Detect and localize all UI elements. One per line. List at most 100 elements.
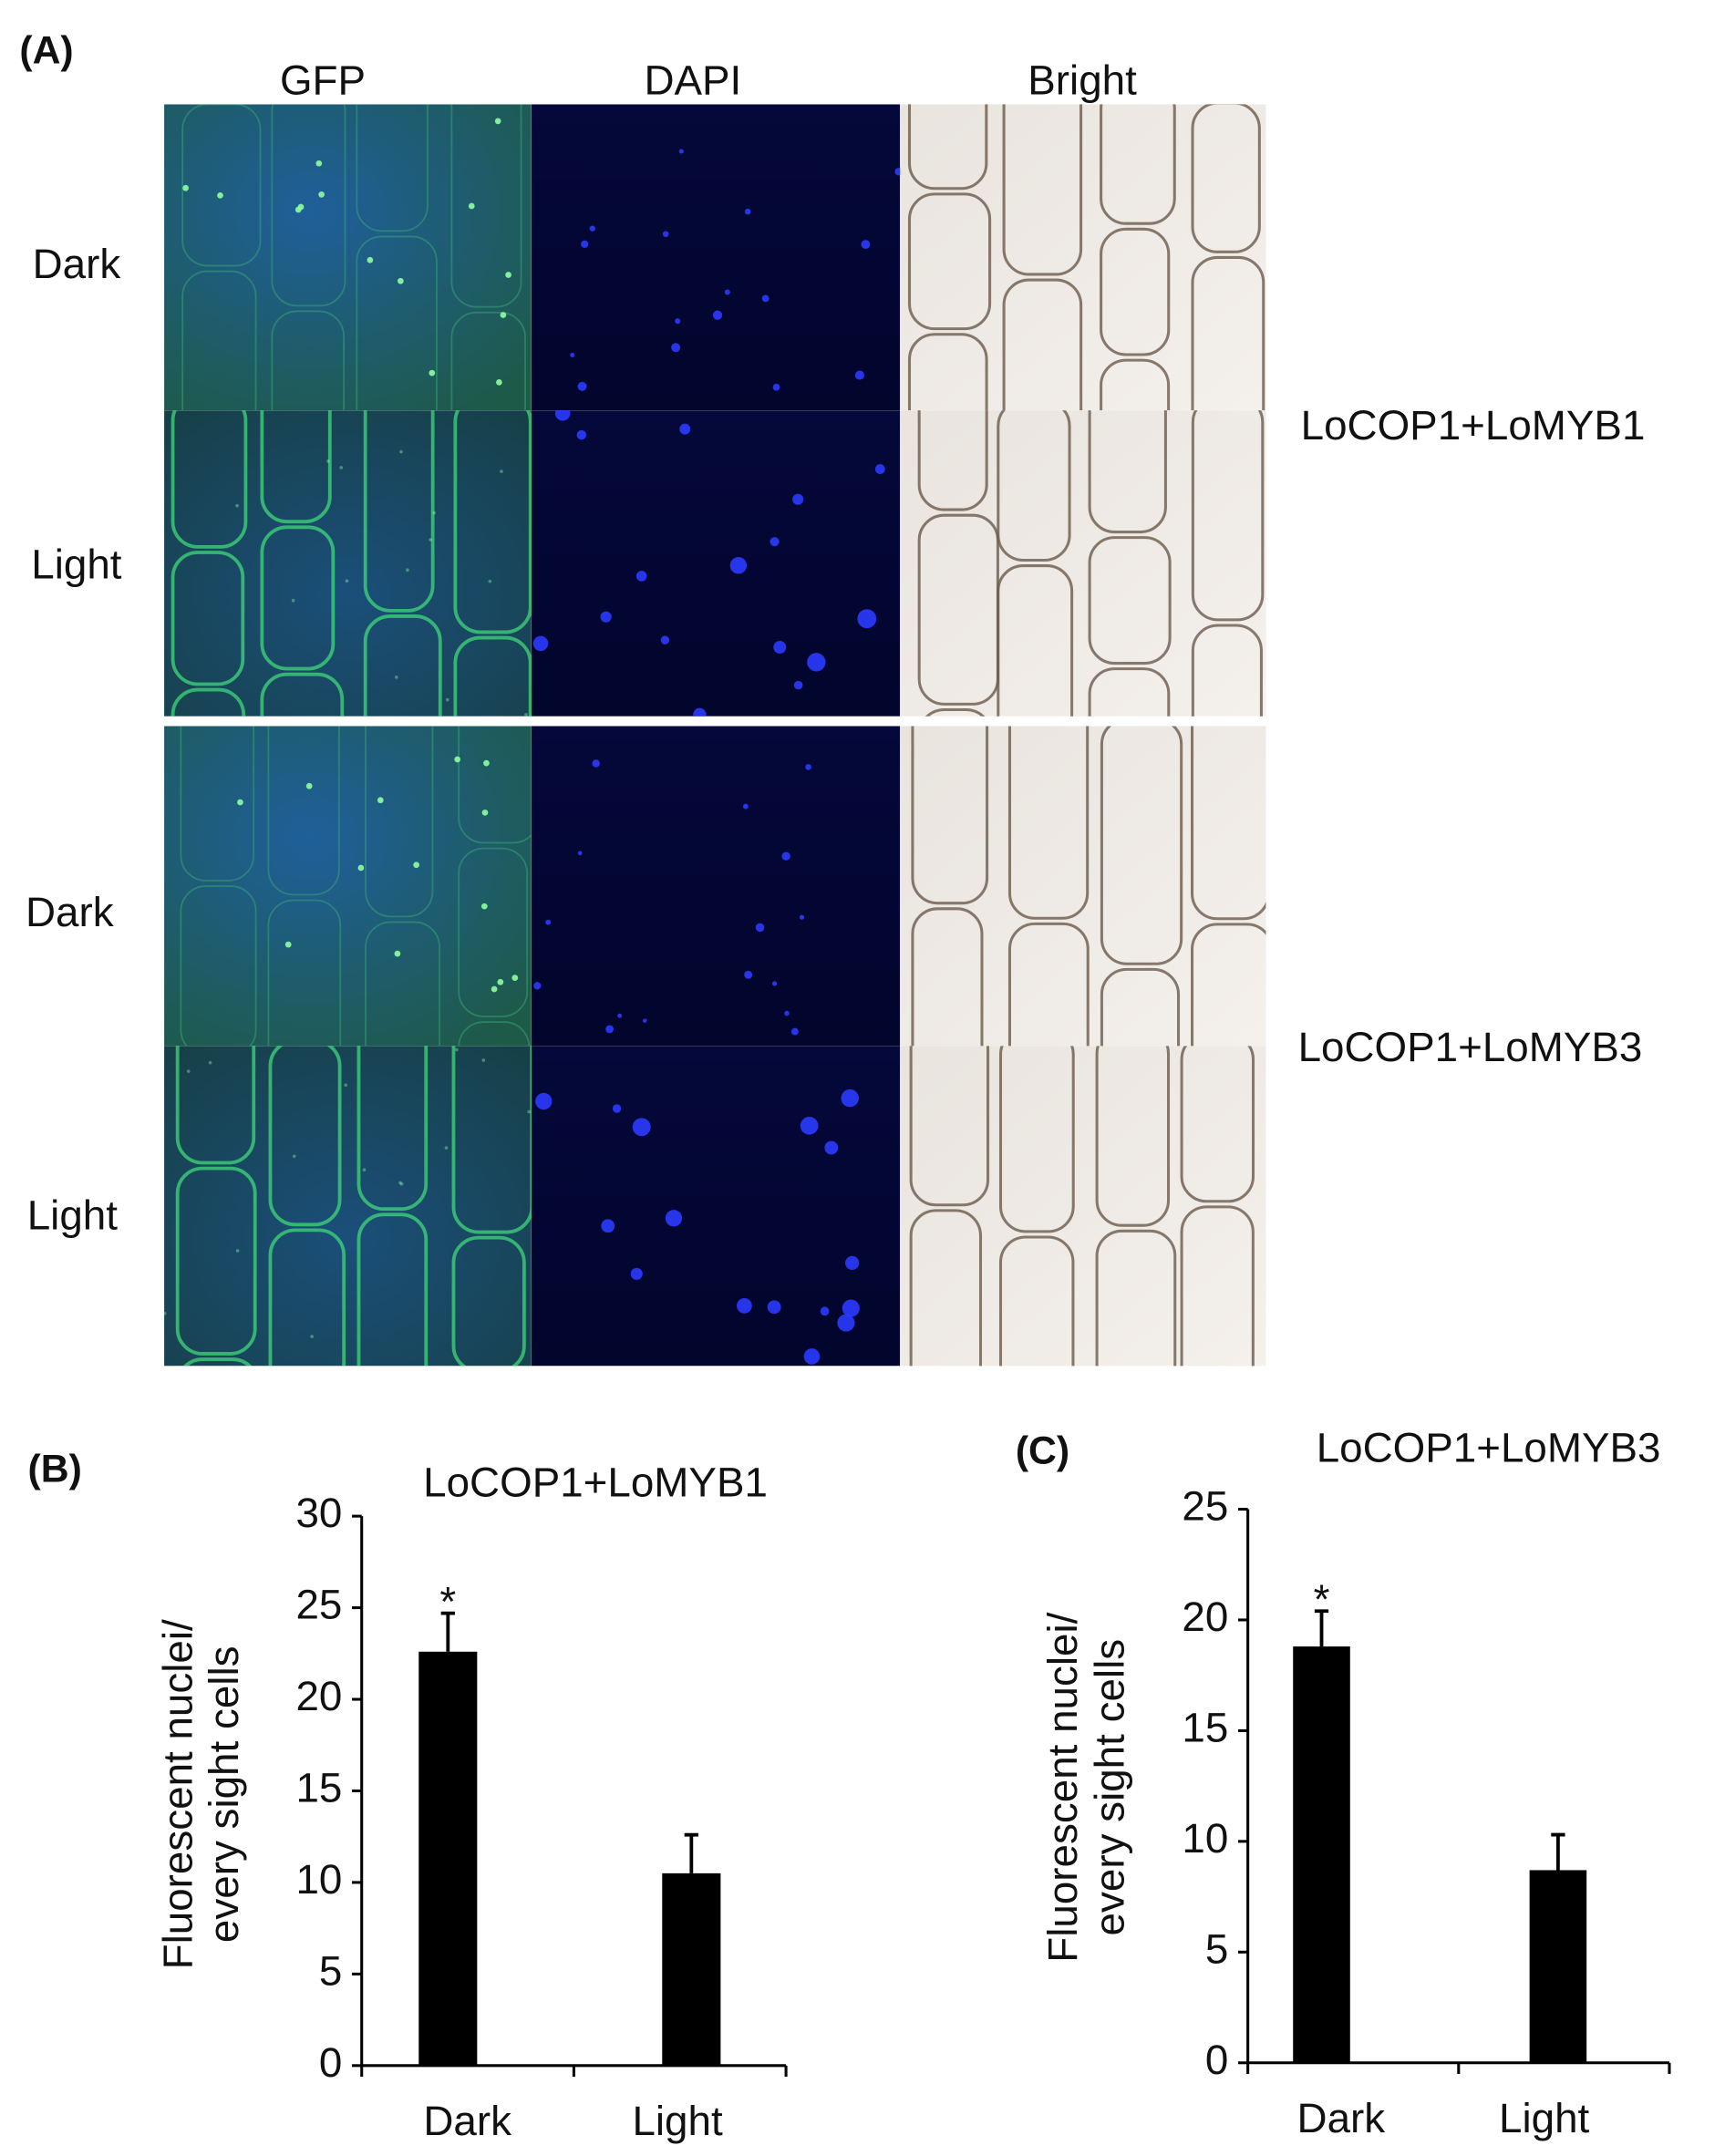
row-label: Dark [26,889,114,935]
micrograph-content [164,410,532,717]
nucleus [773,641,787,655]
nucleus [577,381,587,391]
nucleus [362,1168,367,1172]
nucleus [771,981,778,986]
nucleus [857,609,877,629]
nucleus [454,756,461,763]
group-label: LoCOP1+LoMYB1 [1301,402,1646,449]
nucleus [511,975,519,982]
nucleus [874,464,885,474]
cell-wall [1180,1046,1255,1203]
column-header: Bright [1028,57,1137,104]
bar-chart: (B) LoCOP1+LoMYB1 Fluorescent nuclei/every… [28,1448,788,2144]
nucleus [533,982,542,990]
micrograph-content [900,726,1266,1047]
micrograph [900,726,1266,1047]
nucleus [854,370,865,380]
nucleus [630,1267,643,1280]
cell-wall [180,726,255,882]
bar [1529,1870,1587,2063]
error-bar [684,1832,698,1873]
cell-wall [1191,104,1261,253]
cell-wall [924,707,986,717]
cell-wall [170,410,248,549]
y-axis-label: Fluorescent nuclei/ [154,1619,201,1969]
micrograph [900,410,1266,717]
nucleus [398,1181,402,1185]
group-label: LoCOP1+LoMYB3 [1298,1024,1643,1070]
background [164,1046,532,1367]
nucleus [842,1299,860,1317]
y-axis-label: Fluorescent nuclei/ [1039,1612,1086,1962]
cell-wall [1088,410,1167,534]
micrograph-content [531,1046,901,1367]
nucleus [662,231,669,238]
nucleus [344,1083,348,1088]
cell-wall [1191,255,1265,411]
micrograph-content [900,1046,1266,1367]
y-axis-label: every sight cells [201,1646,247,1944]
cell-wall [1002,278,1083,411]
cell-wall [917,410,988,511]
cell-wall [1191,410,1265,622]
cell-wall [356,235,438,411]
cell-wall [1002,104,1083,276]
nucleus [394,950,401,957]
background [164,726,532,1047]
nucleus [357,864,365,872]
panel-label: (C) [1016,1429,1069,1473]
nucleus [784,1010,790,1016]
micrograph [531,104,901,411]
nucleus [729,557,748,574]
nucleus [208,1060,212,1065]
nucleus [468,202,475,210]
micrograph-content [900,104,1266,411]
cell-wall [267,726,340,896]
cell-wall [909,1209,983,1367]
nucleus [894,168,901,176]
y-tick-label: 0 [319,2039,342,2086]
nucleus [292,1154,296,1159]
nucleus [770,537,780,547]
column-header: DAPI [644,57,741,104]
background [900,726,1266,1047]
nucleus [164,1311,167,1315]
micrograph [164,1046,532,1367]
row-label: Light [27,1192,119,1239]
nucleus [592,759,600,768]
background [900,410,1266,717]
cell-wall [356,104,429,232]
nucleus [660,635,670,645]
cell-wall [907,192,992,331]
nucleus [678,149,684,154]
nucleus [186,1069,191,1074]
nucleus [488,579,492,583]
cell-wall [260,672,345,717]
cell-wall [1100,227,1171,356]
nucleus [724,289,730,295]
cell-wall [260,410,332,524]
cell-wall [1180,1205,1255,1367]
cell-wall [170,687,246,717]
y-tick-label: 15 [295,1765,342,1811]
bar [1293,1646,1350,2063]
nucleus [570,352,575,357]
cell-wall [1088,536,1172,665]
annotation: * [439,1579,456,1625]
cell-wall [450,311,526,411]
nucleus [294,206,302,213]
micrograph-content [164,104,532,411]
cell-wall [1095,1046,1171,1227]
micrograph-content [164,1046,532,1367]
nucleus [793,680,803,690]
nucleus [767,1300,781,1315]
nucleus [635,571,647,582]
nucleus [861,240,871,250]
nucleus [755,923,765,933]
nucleus [800,1117,819,1135]
nucleus [605,1025,615,1034]
cell-wall [458,847,529,1017]
cell-wall [267,899,342,1047]
y-tick-label: 25 [1182,1483,1228,1530]
micrograph-content [531,104,901,411]
